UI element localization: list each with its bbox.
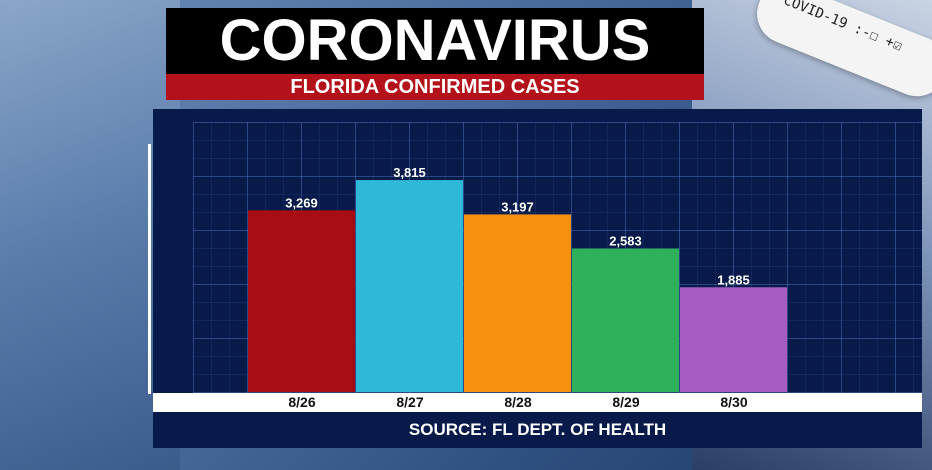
subtitle-banner: FLORIDA CONFIRMED CASES bbox=[166, 74, 704, 100]
bar-8-27 bbox=[356, 180, 463, 392]
bar-value-label: 1,885 bbox=[717, 272, 750, 287]
x-tick-label: 8/28 bbox=[504, 394, 532, 410]
title-banner: CORONAVIRUS bbox=[166, 8, 704, 74]
x-tick-label: 8/29 bbox=[612, 394, 640, 410]
bar-8-28 bbox=[464, 214, 571, 392]
bar-value-label: 3,269 bbox=[285, 195, 318, 210]
x-tick-label: 8/30 bbox=[720, 394, 748, 410]
x-tick-label: 8/27 bbox=[396, 394, 424, 410]
chart-left-accent bbox=[148, 144, 151, 394]
bar-value-label: 3,197 bbox=[501, 199, 534, 214]
bar-value-label: 3,815 bbox=[393, 165, 426, 180]
bar-8-30 bbox=[680, 287, 787, 392]
x-axis-band bbox=[153, 393, 922, 412]
x-tick-label: 8/26 bbox=[288, 394, 316, 410]
bar-8-29 bbox=[572, 248, 679, 392]
source-note: SOURCE: FL DEPT. OF HEALTH bbox=[408, 420, 667, 439]
page-title: CORONAVIRUS bbox=[219, 8, 651, 73]
bar-8-26 bbox=[248, 210, 355, 392]
page-subtitle: FLORIDA CONFIRMED CASES bbox=[290, 76, 580, 98]
bar-value-label: 2,583 bbox=[609, 234, 642, 249]
